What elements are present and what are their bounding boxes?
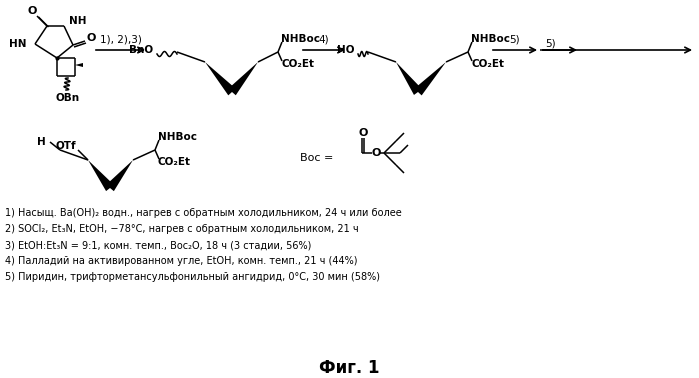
- Text: O: O: [371, 148, 381, 158]
- Text: CO₂Et: CO₂Et: [471, 59, 504, 69]
- Text: CO₂Et: CO₂Et: [281, 59, 314, 69]
- Text: 1), 2),3): 1), 2),3): [99, 35, 141, 45]
- Text: NH: NH: [69, 16, 87, 26]
- Polygon shape: [415, 62, 446, 95]
- Polygon shape: [75, 63, 83, 67]
- Text: HN: HN: [10, 39, 27, 49]
- Text: 3) EtOH:Et₃N = 9:1, комн. темп., Boc₂O, 18 ч (3 стадии, 56%): 3) EtOH:Et₃N = 9:1, комн. темп., Boc₂O, …: [5, 240, 311, 250]
- Text: OTf: OTf: [55, 141, 76, 151]
- Polygon shape: [396, 62, 422, 95]
- Text: Фиг. 1: Фиг. 1: [319, 359, 380, 377]
- Text: CO₂Et: CO₂Et: [158, 157, 191, 167]
- Text: O: O: [359, 128, 368, 138]
- Text: BnO: BnO: [129, 45, 153, 55]
- Polygon shape: [228, 62, 258, 95]
- Text: 4) Палладий на активированном угле, EtOH, комн. темп., 21 ч (44%): 4) Палладий на активированном угле, EtOH…: [5, 256, 357, 266]
- Text: Boc =: Boc =: [300, 153, 333, 163]
- Text: 4): 4): [319, 35, 329, 45]
- Text: H: H: [37, 137, 46, 147]
- Text: 5): 5): [510, 35, 520, 45]
- Text: 5): 5): [545, 38, 556, 48]
- Text: O: O: [86, 33, 96, 43]
- Polygon shape: [205, 62, 236, 95]
- Text: NHBoc: NHBoc: [158, 132, 197, 142]
- Text: 1) Насыщ. Ba(OH)₂ водн., нагрев с обратным холодильником, 24 ч или более: 1) Насыщ. Ba(OH)₂ водн., нагрев с обратн…: [5, 208, 402, 218]
- Text: 2) SOCl₂, Et₃N, EtOH, −78°C, нагрев с обратным холодильником, 21 ч: 2) SOCl₂, Et₃N, EtOH, −78°C, нагрев с об…: [5, 224, 359, 234]
- Polygon shape: [88, 160, 114, 191]
- Polygon shape: [106, 160, 133, 191]
- Text: NHBoc: NHBoc: [281, 34, 320, 44]
- Text: O: O: [27, 6, 36, 16]
- Text: 5) Пиридин, трифторметансульфонильный ангидрид, 0°C, 30 мин (58%): 5) Пиридин, трифторметансульфонильный ан…: [5, 272, 380, 282]
- Text: HO: HO: [336, 45, 354, 55]
- Text: OBn: OBn: [56, 93, 80, 103]
- Text: NHBoc: NHBoc: [471, 34, 510, 44]
